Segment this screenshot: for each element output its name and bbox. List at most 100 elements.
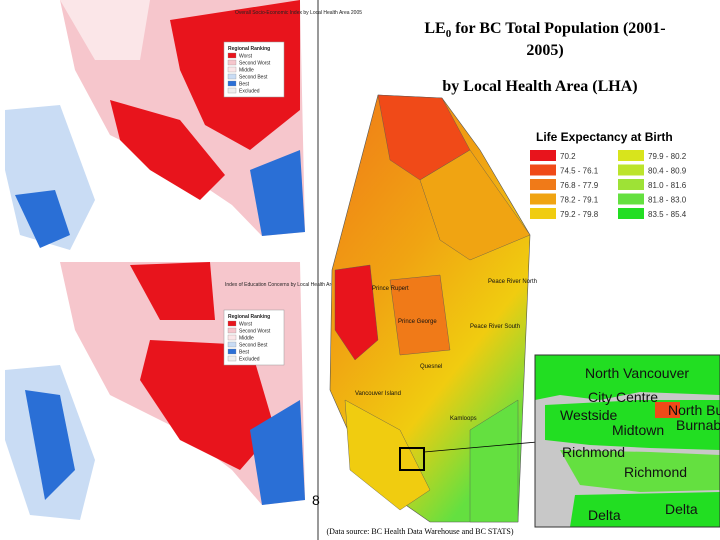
legend-label: 81.0 - 81.6 (648, 181, 687, 190)
inset-label: Delta (588, 507, 621, 523)
region (334, 264, 379, 361)
legend-label: Excluded (239, 89, 260, 95)
inset-labels: North Vancouver City Centre Westside North … (560, 365, 720, 523)
region (60, 0, 150, 60)
title-rest: for BC Total Population (2001- (455, 20, 665, 37)
map-title: Index of Education Concerns by Local Hea… (225, 282, 349, 288)
legend-swatch (227, 355, 237, 362)
legend-swatch (618, 208, 644, 219)
legend-label: Middle (239, 68, 254, 74)
inset (535, 355, 720, 527)
region (250, 400, 305, 505)
map-label: Kamloops (450, 416, 477, 422)
bc-map (329, 94, 561, 523)
legend-label: Second Worst (239, 61, 271, 67)
inset-label: Westside (560, 407, 618, 423)
map-title: Overall Socio-Economic Index by Local He… (235, 10, 362, 16)
map-label: Quesnel (420, 364, 442, 370)
legend-swatch (227, 66, 237, 73)
legend-swatch (227, 80, 237, 87)
legend-title: Regional Ranking (228, 46, 270, 52)
land (560, 450, 720, 492)
legend-swatch (227, 327, 237, 334)
legend: 70.2 74.5 - 76.1 76.8 - 77.9 78.2 - 79.1 79.… (530, 150, 687, 219)
legend-label: 81.8 - 83.0 (648, 196, 687, 205)
legend-swatch (227, 87, 237, 94)
title-subscript: 0 (446, 28, 452, 40)
left-map-top: Overall Socio-Economic Index by Local He… (5, 0, 362, 250)
legend-label: 70.2 (560, 152, 576, 161)
legend-label: Second Worst (239, 329, 271, 335)
map-label: Prince George (398, 319, 437, 325)
legend-label: Second Best (239, 343, 268, 349)
region (250, 150, 305, 236)
inset-label: North Vancouver (585, 365, 689, 381)
slide-title: LE0 for BC Total Population (2001- (424, 20, 665, 40)
legend-label: 80.4 - 80.9 (648, 167, 687, 176)
legend-label: 78.2 - 79.1 (560, 196, 599, 205)
inset-label: North Burnaby (668, 402, 720, 418)
map-label: Peace River North (488, 279, 537, 285)
region (344, 399, 431, 511)
legend-swatch (618, 193, 644, 205)
legend-label: Worst (239, 54, 253, 60)
inset-frame (534, 354, 720, 528)
region (140, 340, 275, 470)
inset-label: City Centre (588, 389, 658, 405)
legend-swatch (618, 164, 644, 176)
region (15, 190, 70, 248)
legend-label: Second Best (239, 75, 268, 81)
land (570, 492, 720, 527)
region (110, 100, 225, 200)
legend-title: Life Expectancy at Birth (536, 130, 673, 144)
inset-label: Richmond (624, 464, 687, 480)
legend-swatch (227, 348, 237, 355)
inset-label: Richmond (562, 444, 625, 460)
map-label: Peace River South (470, 324, 520, 330)
legend-swatch (618, 150, 644, 161)
legend-label: 79.9 - 80.2 (648, 152, 687, 161)
legend-label: Excluded (239, 357, 260, 363)
legend-label: 74.5 - 76.1 (560, 167, 599, 176)
region (389, 274, 451, 356)
legend-label: Best (239, 82, 250, 88)
legend-swatch (227, 73, 237, 80)
legend-label: 76.8 - 77.9 (560, 181, 599, 190)
legend-swatch (227, 52, 237, 59)
inset-label: Delta (665, 501, 698, 517)
inset-label: Burnaby (676, 417, 720, 433)
inset-marker (399, 447, 425, 471)
map-labels: Peace River North Peace River South Prince… (355, 279, 537, 422)
legend-label: Worst (239, 322, 253, 328)
legend-label: 79.2 - 79.8 (560, 210, 599, 219)
legend-swatch (530, 179, 556, 190)
slide-title-line2: 2005) (526, 42, 563, 59)
region (419, 149, 531, 261)
map-label: Prince Rupert (372, 286, 409, 292)
legend-title: Regional Ranking (228, 314, 270, 320)
region (469, 399, 519, 523)
legend-swatch (227, 320, 237, 327)
region (25, 390, 75, 500)
legend-swatch (530, 193, 556, 205)
inset-label: Midtown (612, 422, 664, 438)
legend-swatch (530, 208, 556, 219)
region (655, 402, 680, 418)
legend-swatch (227, 341, 237, 348)
legend-swatch (227, 334, 237, 341)
map-label: Vancouver Island (355, 391, 401, 397)
source: (Data source: BC Health Data Warehouse a… (327, 527, 514, 536)
legend-label: 83.5 - 85.4 (648, 210, 687, 219)
legend-swatch (530, 164, 556, 176)
legend-label: Middle (239, 336, 254, 342)
legend-swatch (530, 150, 556, 161)
legend-swatch (618, 179, 644, 190)
page-number: 8 (312, 492, 320, 508)
title-main: LE (424, 20, 445, 37)
legend-label: Best (239, 350, 250, 356)
left-map-bottom: Index of Education Concerns by Local Hea… (5, 262, 349, 520)
legend-swatch (227, 59, 237, 66)
region (130, 262, 215, 320)
